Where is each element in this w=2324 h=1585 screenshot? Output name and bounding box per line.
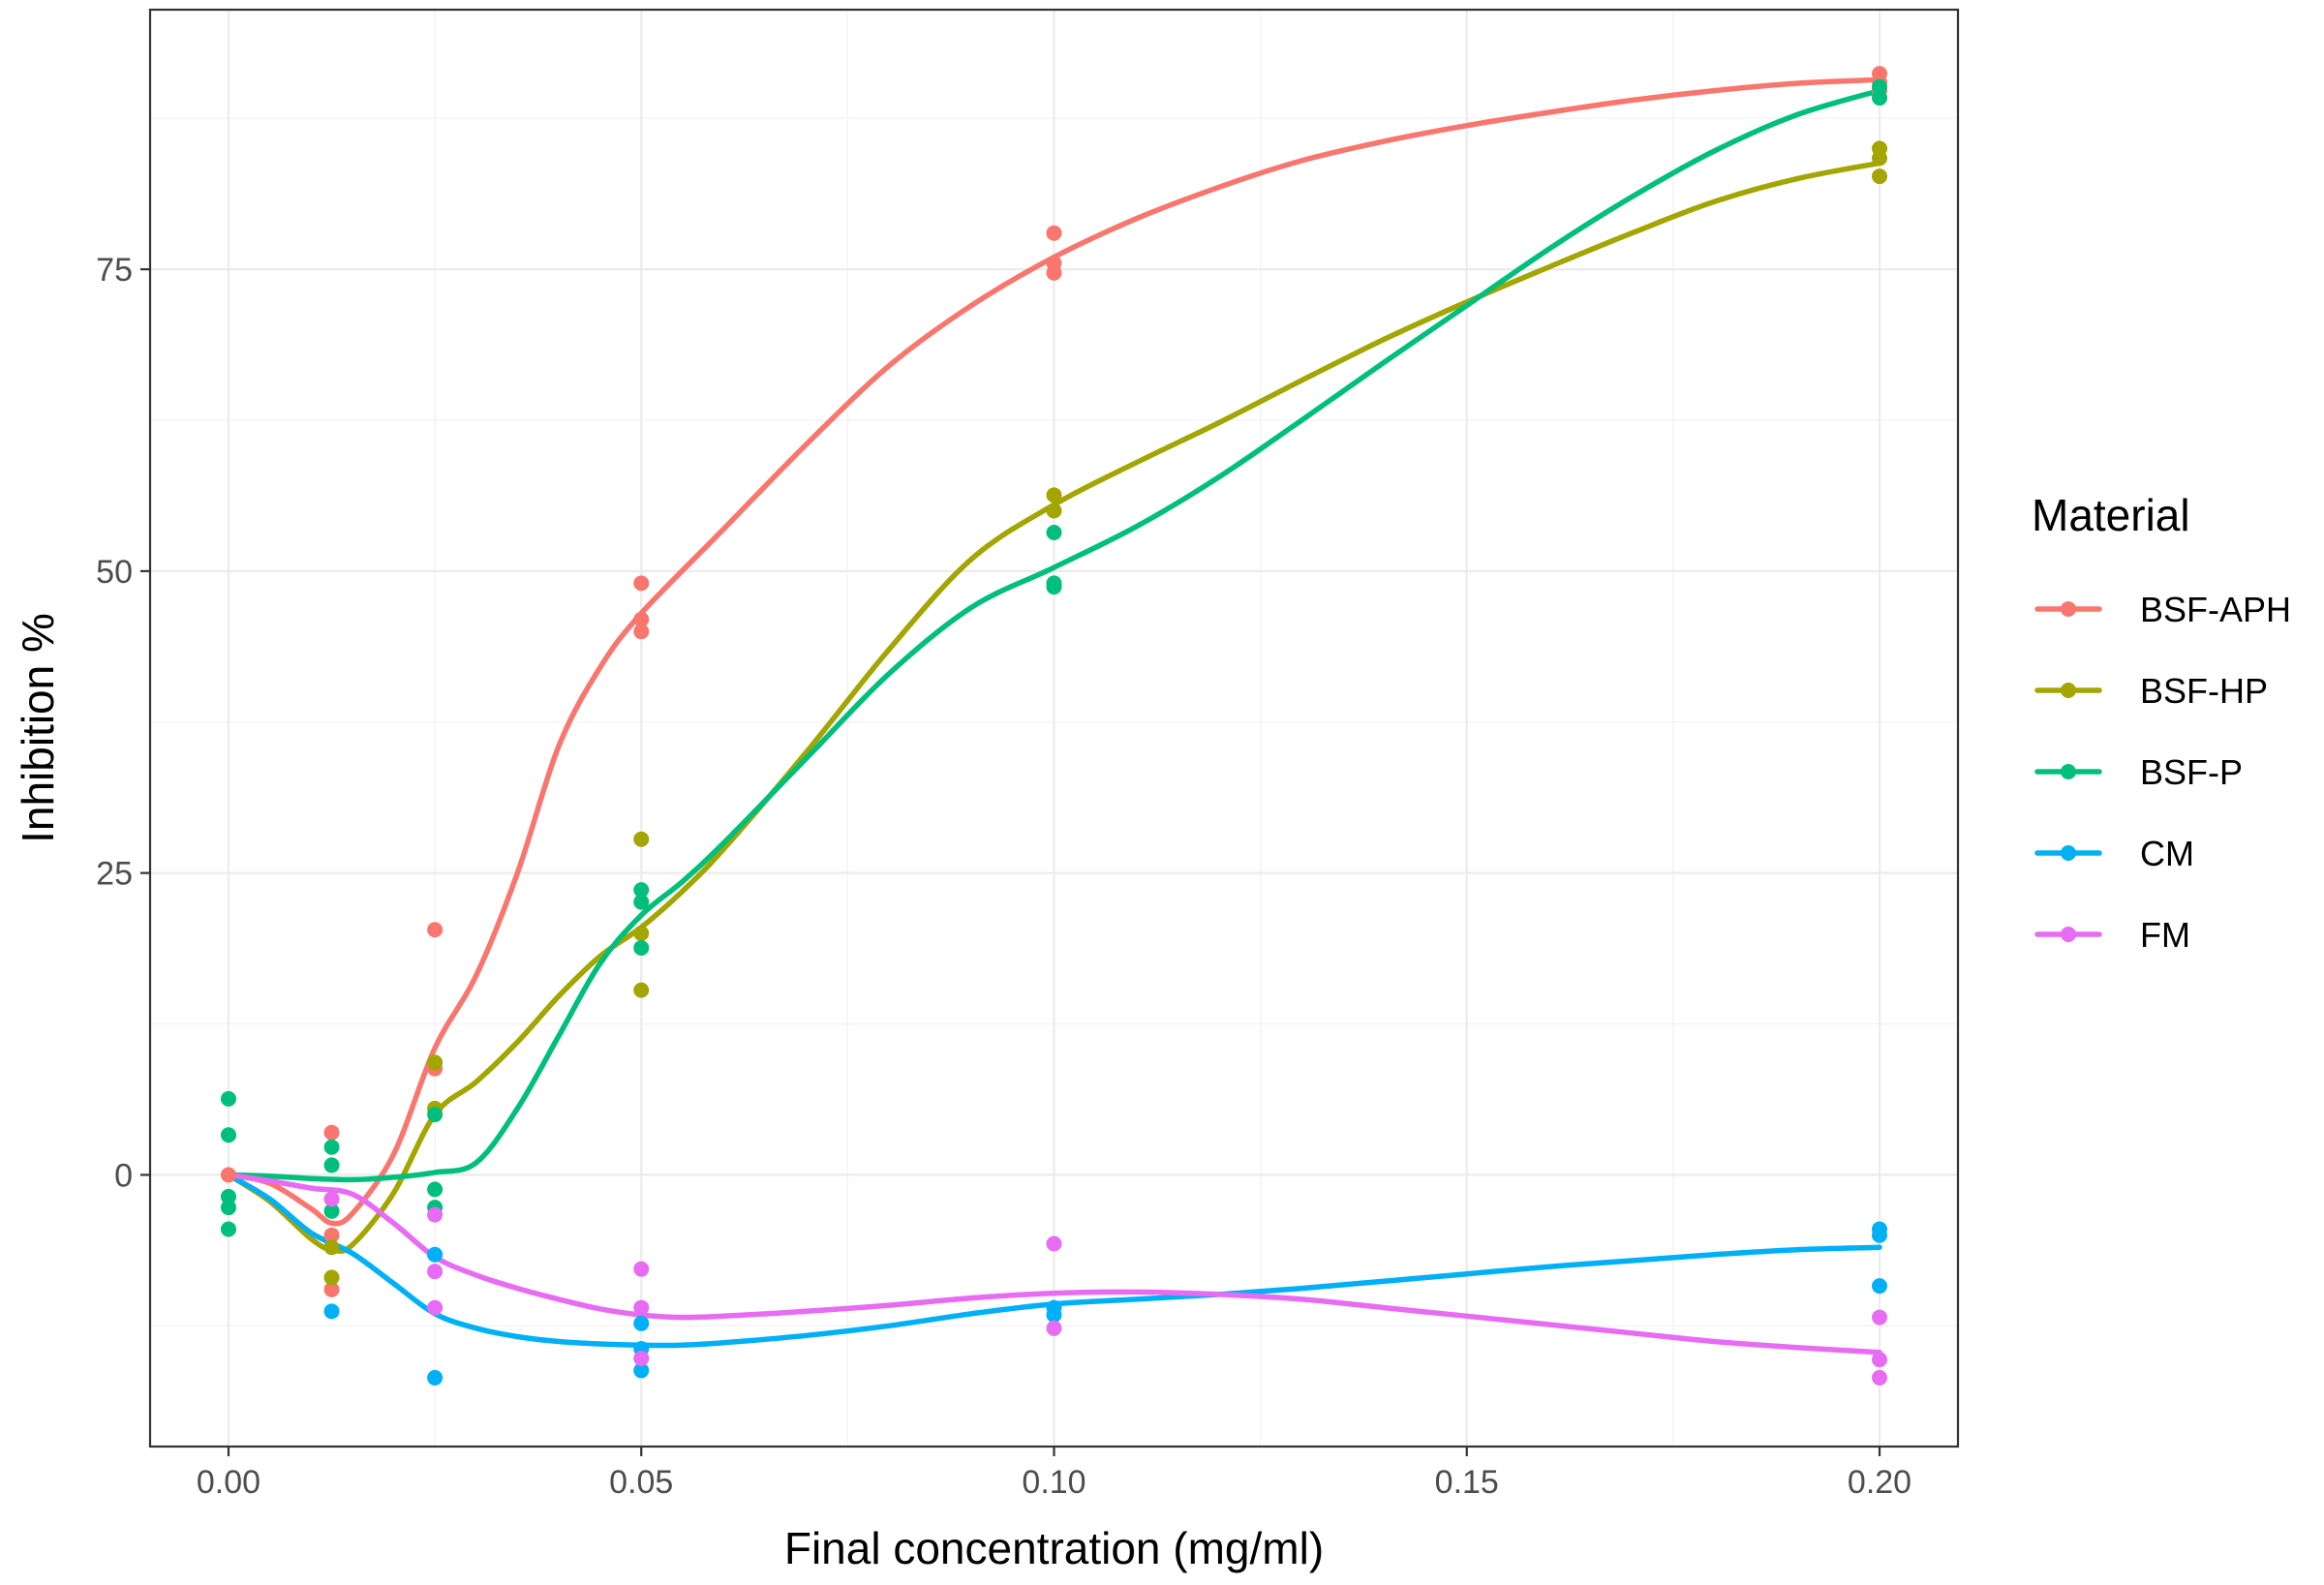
point-bsf-hp [427, 1054, 443, 1071]
y-tick-label: 25 [96, 856, 133, 893]
legend-point-cm [2061, 845, 2076, 861]
point-bsf-aph [220, 1167, 236, 1183]
y-axis-ticks: 0 25 50 75 [96, 252, 150, 1194]
x-axis-ticks: 0.00 0.05 0.10 0.15 0.20 [197, 1447, 1911, 1501]
point-bsf-p [220, 1090, 236, 1107]
point-fm [1872, 1369, 1888, 1386]
x-tick-label: 0.00 [197, 1464, 260, 1501]
point-bsf-p [220, 1188, 236, 1204]
point-bsf-aph [427, 922, 443, 938]
point-cm [1872, 1278, 1888, 1295]
point-bsf-p [1872, 78, 1888, 95]
y-axis-title: Inhibition % [13, 613, 63, 843]
curve-bsf-p [226, 87, 1882, 1183]
legend-label-bsf-p: BSF-P [2140, 752, 2243, 792]
point-bsf-hp [323, 1269, 340, 1286]
curve-bsf-aph [226, 76, 1882, 1227]
legend-key-bsf-hp [2034, 683, 2102, 698]
point-bsf-p [1872, 90, 1888, 107]
point-fm [633, 1350, 650, 1366]
point-bsf-p [323, 1203, 340, 1219]
legend-label-bsf-aph: BSF-APH [2140, 590, 2291, 629]
x-axis-title: Final concentration (mg/ml) [784, 1523, 1324, 1573]
point-cm [323, 1303, 340, 1320]
point-fm [427, 1206, 443, 1223]
point-bsf-aph [323, 1281, 340, 1297]
point-bsf-aph [1046, 225, 1062, 241]
legend-label-bsf-hp: BSF-HP [2140, 671, 2268, 711]
legend: Material BSF-APH BSF-HP BSF-P CM FM [2032, 490, 2291, 955]
x-tick-label: 0.15 [1435, 1464, 1499, 1501]
point-bsf-p [323, 1157, 340, 1174]
legend-point-bsf-hp [2061, 683, 2076, 698]
legend-key-bsf-p [2034, 764, 2102, 779]
legend-point-bsf-aph [2061, 601, 2076, 617]
y-tick-label: 50 [96, 554, 133, 591]
point-bsf-aph [633, 611, 650, 627]
point-bsf-hp [633, 926, 650, 941]
point-bsf-hp [633, 982, 650, 998]
point-bsf-hp [1046, 487, 1062, 503]
y-tick-label: 75 [96, 252, 133, 289]
legend-key-fm [2034, 927, 2102, 942]
point-fm [1872, 1309, 1888, 1326]
point-cm [427, 1369, 443, 1386]
point-fm [633, 1261, 650, 1277]
point-fm [427, 1264, 443, 1280]
legend-point-fm [2061, 927, 2076, 942]
point-bsf-hp [323, 1239, 340, 1256]
point-bsf-hp [1872, 150, 1888, 167]
x-tick-label: 0.05 [609, 1464, 673, 1501]
point-fm [1046, 1320, 1062, 1336]
legend-label-fm: FM [2140, 915, 2190, 955]
point-cm [427, 1246, 443, 1263]
point-bsf-p [323, 1139, 340, 1155]
point-bsf-p [633, 882, 650, 899]
point-fm [427, 1299, 443, 1316]
point-bsf-aph [633, 624, 650, 640]
point-bsf-hp [1872, 168, 1888, 185]
legend-title: Material [2032, 490, 2190, 540]
curve-bsf-hp [226, 160, 1882, 1255]
point-bsf-aph [1046, 264, 1062, 281]
point-fm [323, 1191, 340, 1207]
point-bsf-hp [633, 831, 650, 847]
x-tick-label: 0.20 [1848, 1464, 1911, 1501]
legend-label-cm: CM [2140, 834, 2194, 873]
legend-key-cm [2034, 845, 2102, 861]
point-fm [1046, 1235, 1062, 1252]
point-bsf-p [427, 1181, 443, 1198]
point-cm [633, 1315, 650, 1331]
legend-point-bsf-p [2061, 764, 2076, 779]
point-bsf-p [633, 894, 650, 910]
point-bsf-p [633, 939, 650, 956]
point-bsf-hp [1046, 503, 1062, 519]
data-points [220, 66, 1888, 1386]
point-bsf-p [220, 1127, 236, 1143]
y-tick-label: 0 [114, 1157, 133, 1194]
point-bsf-aph [633, 575, 650, 592]
point-bsf-aph [323, 1227, 340, 1243]
point-cm [1872, 1227, 1888, 1243]
point-bsf-p [427, 1107, 443, 1123]
point-bsf-p [220, 1200, 236, 1216]
legend-key-bsf-aph [2034, 601, 2102, 617]
point-fm [633, 1299, 650, 1316]
x-tick-label: 0.10 [1022, 1464, 1086, 1501]
point-bsf-p [220, 1221, 236, 1237]
point-cm [1046, 1307, 1062, 1324]
point-fm [1872, 1352, 1888, 1368]
point-bsf-aph [323, 1124, 340, 1141]
point-bsf-p [1046, 524, 1062, 540]
point-cm [633, 1362, 650, 1379]
point-bsf-p [1046, 579, 1062, 595]
